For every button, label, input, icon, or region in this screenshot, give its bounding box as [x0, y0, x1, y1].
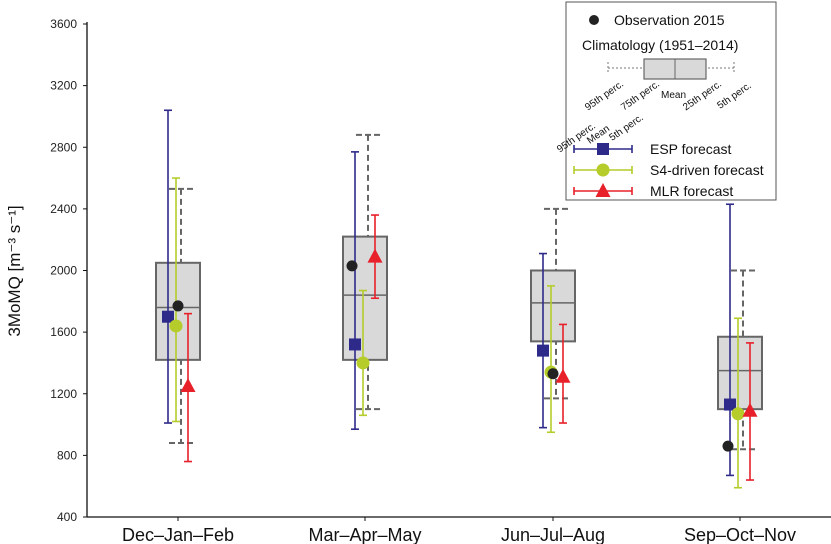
axes: 400 800 1200 1600 2000 2400 2800 3200 3600 Dec–Ja… — [50, 17, 831, 544]
y-tick-label: 800 — [57, 448, 77, 462]
legend-series-label: S4-driven forecast — [650, 162, 764, 178]
forecast-mean-marker — [349, 338, 361, 351]
y-tick-label: 3600 — [50, 17, 77, 31]
legend-climatology-label: Climatology (1951–2014) — [582, 37, 738, 53]
y-axis-label: 3MoMQ [m⁻³ s⁻¹] — [5, 205, 24, 336]
climatology-box — [530, 269, 576, 343]
forecast-mean-marker — [742, 402, 758, 417]
forecast-mean-marker — [555, 368, 571, 383]
legend-series-label: ESP forecast — [650, 141, 732, 157]
x-tick-label: Dec–Jan–Feb — [122, 525, 234, 544]
y-tick-label: 2000 — [50, 264, 77, 278]
plot-area — [155, 109, 763, 489]
legend-series-marker — [597, 143, 609, 155]
legend-series-label: MLR forecast — [650, 183, 733, 199]
legend-observation-marker — [589, 15, 599, 25]
climatology-box — [717, 335, 763, 411]
forecast-mean-marker — [731, 407, 745, 421]
forecast-mean-marker — [367, 248, 383, 263]
forecast-mean-marker — [169, 319, 183, 333]
y-tick-label: 400 — [57, 510, 77, 524]
y-tick-label: 2800 — [50, 140, 77, 154]
legend-series-marker — [595, 183, 611, 197]
x-tick-label: Jun–Jul–Aug — [501, 525, 605, 544]
x-tick-label: Sep–Oct–Nov — [684, 525, 796, 544]
forecast-mean-marker — [356, 356, 370, 370]
observation-point — [172, 300, 184, 312]
forecast-mean-marker — [724, 398, 736, 411]
x-tick-label: Mar–Apr–May — [308, 525, 421, 544]
observation-point — [722, 440, 734, 452]
legend-observation-label: Observation 2015 — [614, 12, 725, 28]
legend-series-marker — [596, 163, 610, 177]
forecast-mean-marker — [180, 378, 196, 393]
y-tick-label: 1600 — [50, 325, 77, 339]
y-tick-label: 3200 — [50, 79, 77, 93]
y-tick-label: 2400 — [50, 202, 77, 216]
observation-point — [346, 260, 358, 272]
forecast-mean-marker — [537, 344, 549, 357]
observation-point — [547, 368, 559, 380]
legend-box-label: Mean — [661, 90, 686, 101]
forecast-mean-marker — [162, 310, 174, 323]
y-tick-label: 1200 — [50, 387, 77, 401]
